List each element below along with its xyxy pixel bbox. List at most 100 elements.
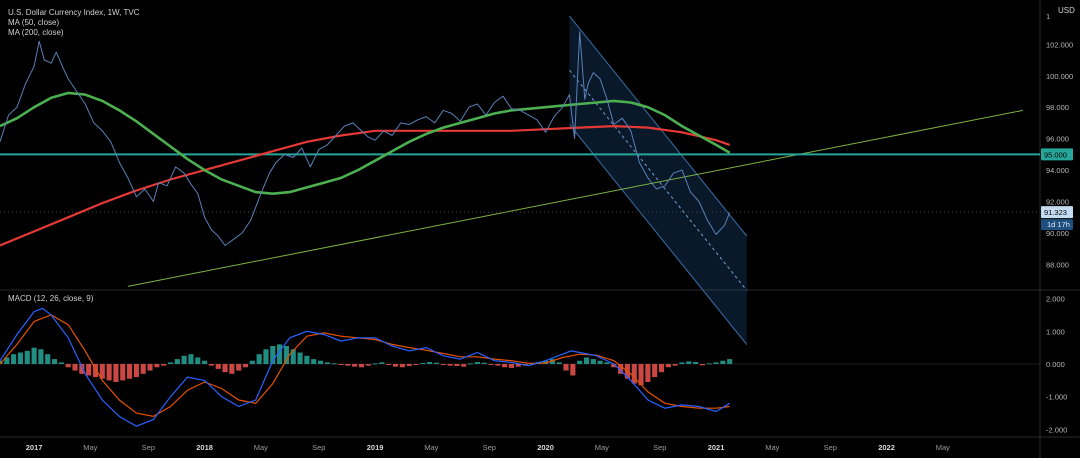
macd-histogram-bar[interactable] (474, 362, 480, 364)
macd-histogram-bar[interactable] (433, 362, 440, 364)
macd-histogram-bar[interactable] (202, 360, 208, 364)
macd-histogram-bar[interactable] (454, 364, 460, 366)
signal-line[interactable] (0, 314, 730, 418)
descending-channel-fill[interactable] (569, 16, 747, 345)
current-price-tag[interactable] (1041, 206, 1073, 219)
macd-histogram-bar[interactable] (120, 364, 126, 381)
macd-histogram-bar[interactable] (324, 362, 330, 364)
macd-histogram-bar[interactable] (604, 362, 610, 364)
channel-upper-line[interactable] (569, 15, 748, 237)
macd-histogram-bar[interactable] (17, 352, 24, 364)
macd-histogram-bar[interactable] (181, 355, 187, 364)
macd-histogram-bar[interactable] (358, 364, 364, 368)
macd-histogram-bar[interactable] (658, 364, 665, 373)
macd-histogram-bar[interactable] (277, 344, 283, 364)
price-line[interactable] (0, 31, 731, 246)
macd-histogram-bar[interactable] (488, 364, 494, 365)
macd-histogram-bar[interactable] (440, 364, 446, 365)
macd-histogram-bar[interactable] (365, 364, 371, 366)
macd-histogram-bar[interactable] (99, 364, 105, 379)
macd-histogram-bar[interactable] (645, 364, 651, 382)
macd-histogram-bar[interactable] (65, 364, 71, 368)
macd-histogram-bar[interactable] (638, 364, 644, 386)
macd-histogram-bar[interactable] (31, 347, 37, 364)
macd-histogram-bar[interactable] (583, 357, 590, 364)
macd-histogram-bar[interactable] (86, 364, 92, 376)
macd-histogram-bar[interactable] (222, 364, 228, 373)
rising-trendline[interactable] (127, 109, 1024, 287)
macd-histogram-bar[interactable] (208, 364, 214, 366)
macd-histogram-bar[interactable] (195, 357, 201, 364)
macd-histogram-bar[interactable] (420, 363, 426, 365)
ma200-line[interactable] (0, 124, 731, 247)
macd-histogram-bar[interactable] (386, 364, 392, 365)
macd-histogram-bar[interactable] (461, 364, 467, 367)
macd-histogram-bar[interactable] (590, 359, 596, 364)
macd-histogram-bar[interactable] (58, 362, 64, 364)
macd-histogram-bar[interactable] (331, 363, 337, 365)
macd-histogram-bar[interactable] (256, 354, 262, 364)
macd-histogram-bar[interactable] (481, 362, 487, 364)
macd-histogram-bar[interactable] (113, 364, 119, 382)
macd-histogram-bar[interactable] (706, 363, 712, 365)
macd-histogram-bar[interactable] (270, 346, 276, 364)
channel-mid-line[interactable] (569, 69, 748, 291)
macd-histogram-bar[interactable] (263, 349, 269, 364)
macd-histogram-bar[interactable] (570, 364, 576, 376)
macd-histogram-bar[interactable] (127, 364, 133, 379)
macd-histogram-bar[interactable] (304, 355, 310, 364)
macd-histogram-bar[interactable] (563, 364, 569, 371)
channel-lower-line[interactable] (569, 124, 748, 345)
macd-histogram-bar[interactable] (290, 349, 296, 364)
macd-histogram-bar[interactable] (317, 360, 324, 364)
macd-histogram-bar[interactable] (392, 364, 399, 367)
macd-histogram-bar[interactable] (529, 363, 535, 365)
macd-histogram-bar[interactable] (338, 364, 344, 365)
ma50-line[interactable] (0, 91, 731, 196)
macd-histogram-bar[interactable] (167, 362, 174, 364)
macd-histogram-bar[interactable] (45, 354, 51, 364)
macd-histogram-bar[interactable] (686, 361, 692, 364)
macd-histogram-bar[interactable] (495, 364, 501, 366)
macd-histogram-bar[interactable] (352, 364, 358, 367)
time-axis[interactable]: 2017 May Sep 2018 May Sep 2019 May Sep 2020 May Sep… (26, 443, 950, 452)
macd-pane[interactable] (0, 307, 733, 427)
macd-histogram-bar[interactable] (679, 362, 685, 364)
macd-histogram-bar[interactable] (699, 364, 705, 366)
macd-histogram-bar[interactable] (665, 364, 671, 368)
macd-histogram-bar[interactable] (283, 346, 289, 364)
macd-histogram-bar[interactable] (188, 354, 194, 364)
macd-histogram-bar[interactable] (618, 364, 624, 374)
macd-histogram-bar[interactable] (297, 352, 303, 364)
price-axis[interactable]: 1102.000100.00098.00096.00094.00092.0009… (1041, 12, 1073, 434)
macd-histogram-bar[interactable] (92, 364, 99, 378)
macd-histogram-bar[interactable] (154, 364, 160, 368)
macd-histogram-bar[interactable] (38, 349, 44, 364)
macd-histogram-bar[interactable] (543, 360, 549, 364)
price-pane[interactable] (0, 15, 1040, 345)
macd-histogram-bar[interactable] (556, 362, 562, 364)
macd-histogram-bar[interactable] (106, 364, 112, 381)
macd-histogram-bar[interactable] (399, 364, 405, 368)
macd-histogram-bar[interactable] (515, 364, 521, 367)
macd-histogram-bar[interactable] (52, 359, 58, 364)
macd-histogram-bar[interactable] (508, 364, 515, 368)
macd-histogram-bar[interactable] (311, 359, 317, 364)
macd-histogram-bar[interactable] (693, 362, 699, 364)
macd-histogram-bar[interactable] (229, 364, 235, 374)
macd-histogram-bar[interactable] (4, 357, 10, 364)
macd-histogram-bar[interactable] (406, 364, 412, 366)
macd-histogram-bar[interactable] (72, 364, 78, 371)
macd-histogram-bar[interactable] (161, 364, 167, 366)
macd-histogram-bar[interactable] (611, 364, 617, 368)
macd-histogram-bar[interactable] (147, 364, 153, 371)
macd-histogram-bar[interactable] (549, 359, 555, 364)
macd-histogram-bar[interactable] (140, 364, 146, 374)
macd-histogram-bar[interactable] (713, 362, 719, 364)
macd-line[interactable] (0, 307, 731, 427)
support-price-tag[interactable] (1041, 148, 1073, 161)
macd-histogram-bar[interactable] (249, 360, 255, 364)
macd-histogram-bar[interactable] (215, 364, 221, 369)
macd-histogram-bar[interactable] (720, 360, 726, 364)
